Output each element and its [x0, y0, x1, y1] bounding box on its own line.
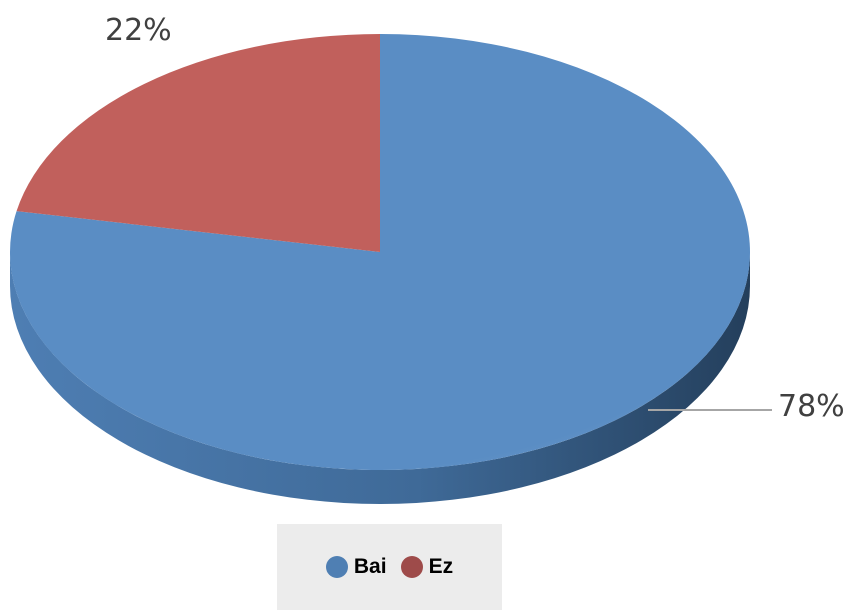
legend-swatch-bai: [325, 556, 348, 578]
pie-top-shading: [10, 34, 750, 470]
pie-top-face: [9, 34, 750, 470]
data-label-bai: 78%: [778, 389, 845, 424]
data-label-ez: 22%: [105, 13, 172, 48]
legend-label-ez: Ez: [428, 555, 454, 578]
pie-side-wall: [10, 252, 750, 504]
legend-item-bai: Bai: [325, 555, 387, 579]
legend-item-ez: Ez: [400, 555, 454, 579]
pie-side-bai: [10, 252, 750, 504]
legend-label-bai: Bai: [353, 555, 387, 578]
legend: Bai Ez: [277, 524, 502, 610]
legend-swatch-ez: [400, 556, 423, 578]
